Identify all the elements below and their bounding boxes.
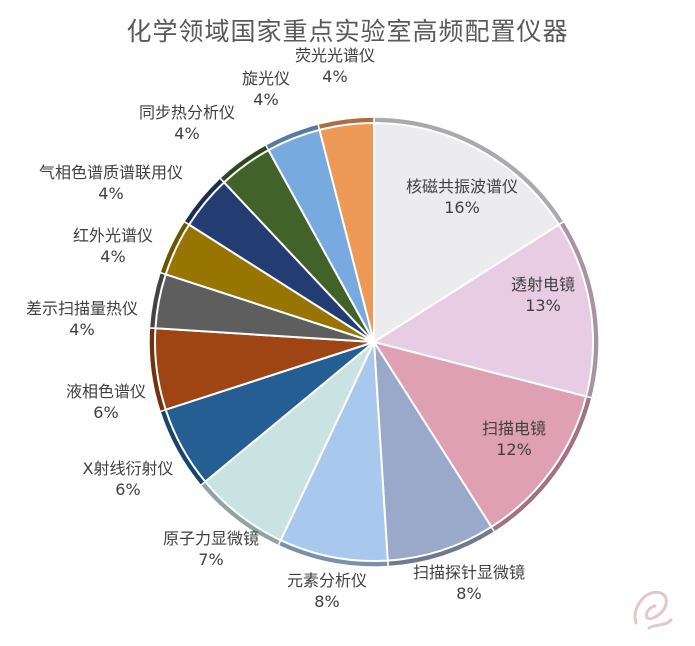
watermark-logo-icon <box>633 590 673 630</box>
chart-title: 化学领域国家重点实验室高频配置仪器 <box>126 17 569 46</box>
slice-label: 气相色谱质谱联用仪 4% <box>39 163 183 203</box>
slice-label: 旋光仪 4% <box>242 69 290 109</box>
slice-label: X射线衍射仪 6% <box>83 459 174 499</box>
slice-value-label: 4% <box>69 320 94 339</box>
slice-value-label: 4% <box>322 67 347 86</box>
slice-category-label: 扫描探针显微镜 <box>413 563 525 582</box>
slice-label: 同步热分析仪 4% <box>139 103 235 143</box>
slice-category-label: X射线衍射仪 <box>83 459 174 478</box>
slice-value-label: 8% <box>314 592 339 611</box>
slice-category-label: 核磁共振波谱仪 <box>406 177 518 196</box>
slice-label: 核磁共振波谱仪 16% <box>406 177 518 217</box>
slice-category-label: 红外光谱仪 <box>73 226 153 245</box>
slice-label: 原子力显微镜 7% <box>163 529 259 569</box>
pie-slice <box>371 340 588 529</box>
slice-label: 透射电镜 13% <box>511 275 575 315</box>
slice-category-label: 气相色谱质谱联用仪 <box>39 163 183 182</box>
slice-category-label: 差示扫描量热仪 <box>26 299 138 318</box>
slice-value-label: 8% <box>456 584 481 603</box>
pie-slice <box>371 223 594 398</box>
pie-slice <box>318 121 375 343</box>
slice-label: 荧光光谱仪 4% <box>295 46 375 86</box>
slice-label: 红外光谱仪 4% <box>73 226 153 266</box>
pie-slice <box>373 121 561 344</box>
slice-category-label: 透射电镜 <box>511 275 575 294</box>
slice-category-label: 液相色谱仪 <box>66 382 146 401</box>
slice-category-label: 原子力显微镜 <box>163 529 259 548</box>
slice-label: 扫描电镜 12% <box>482 419 546 459</box>
slice-value-label: 6% <box>93 403 118 422</box>
slice-category-label: 元素分析仪 <box>287 571 367 590</box>
slice-value-label: 6% <box>115 480 140 499</box>
slice-value-label: 16% <box>444 198 480 217</box>
slice-label: 差示扫描量热仪 4% <box>26 299 138 339</box>
slice-category-label: 荧光光谱仪 <box>295 46 375 65</box>
pie-slice <box>279 341 389 562</box>
slice-label: 元素分析仪 8% <box>287 571 367 611</box>
pie-slice <box>373 341 493 562</box>
slice-label: 液相色谱仪 6% <box>66 382 146 422</box>
slice-category-label: 扫描电镜 <box>482 419 546 438</box>
slice-value-label: 4% <box>100 247 125 266</box>
slice-value-label: 7% <box>198 550 223 569</box>
slice-value-label: 4% <box>98 184 123 203</box>
slice-category-label: 旋光仪 <box>242 69 290 88</box>
slice-value-label: 4% <box>174 124 199 143</box>
slice-label: 扫描探针显微镜 8% <box>413 563 525 603</box>
slice-value-label: 13% <box>525 296 561 315</box>
slice-category-label: 同步热分析仪 <box>139 103 235 122</box>
slice-value-label: 4% <box>253 90 278 109</box>
slice-value-label: 12% <box>496 440 532 459</box>
